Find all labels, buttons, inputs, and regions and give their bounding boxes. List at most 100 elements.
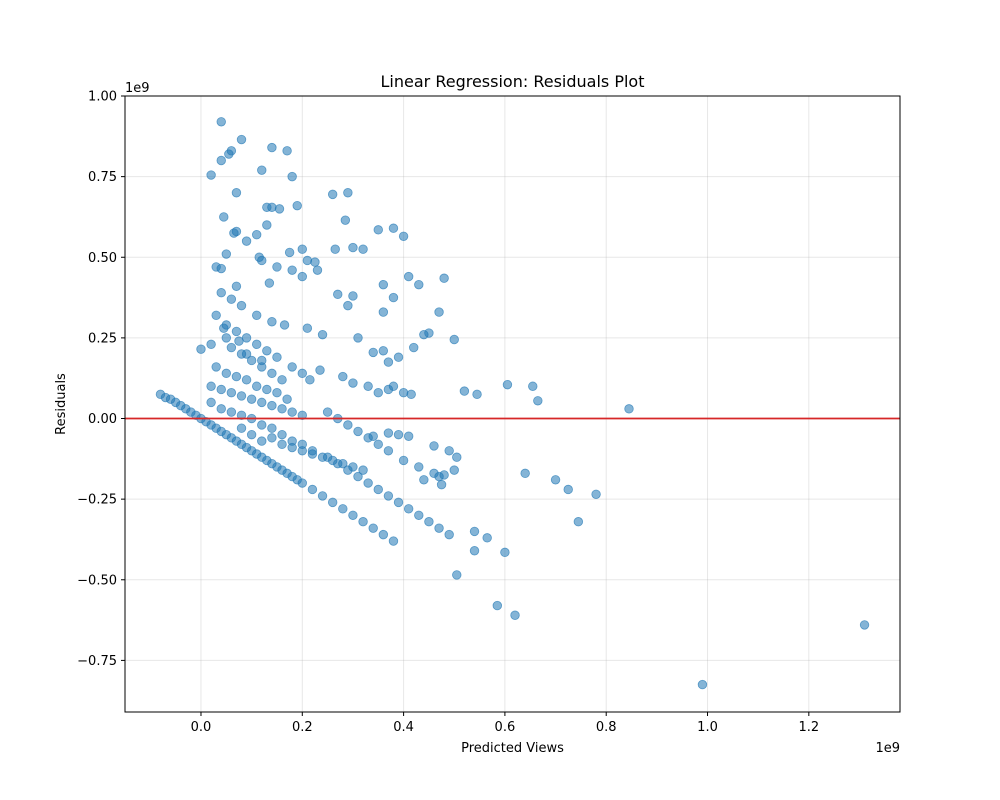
- data-point: [219, 212, 229, 222]
- data-point: [206, 397, 216, 408]
- x-tick-label: 0.0: [191, 720, 212, 735]
- data-point: [236, 300, 247, 311]
- data-point: [348, 510, 358, 520]
- data-point: [353, 471, 363, 482]
- data-point: [502, 379, 513, 390]
- data-point: [251, 339, 262, 350]
- data-point: [363, 478, 373, 488]
- data-point: [338, 371, 348, 382]
- data-point: [226, 342, 237, 353]
- data-point: [322, 407, 333, 417]
- data-point: [434, 307, 444, 317]
- data-point: [284, 247, 295, 258]
- data-point: [436, 479, 447, 490]
- data-point: [277, 439, 287, 450]
- data-point: [353, 426, 363, 437]
- data-point: [403, 504, 414, 514]
- data-point: [353, 333, 363, 343]
- data-point: [520, 468, 530, 479]
- data-point: [373, 484, 383, 495]
- data-point: [317, 452, 328, 462]
- data-point: [297, 368, 307, 379]
- y-tick-label: −0.25: [77, 493, 117, 508]
- data-point: [388, 381, 399, 391]
- data-point: [221, 249, 232, 259]
- data-point: [533, 396, 543, 406]
- data-point: [236, 423, 247, 433]
- data-point: [393, 352, 404, 362]
- data-point: [528, 381, 538, 391]
- data-point: [251, 310, 262, 321]
- data-point: [216, 404, 226, 414]
- data-point: [388, 292, 399, 303]
- x-axis-label: Predicted Views: [461, 741, 564, 756]
- data-point: [262, 346, 272, 356]
- data-point: [472, 389, 482, 400]
- data-point: [302, 323, 313, 333]
- data-point: [378, 307, 389, 317]
- data-point: [697, 679, 708, 690]
- data-point: [327, 455, 338, 466]
- data-point: [383, 357, 394, 367]
- data-point: [424, 517, 434, 527]
- data-point: [231, 281, 242, 291]
- data-point: [236, 134, 247, 145]
- data-point: [452, 452, 462, 462]
- data-point: [338, 458, 348, 469]
- y-axis-ticks: −0.75 −0.50 −0.25 0.00 0.25 0.50 0.75 1.00: [77, 90, 125, 669]
- data-point: [358, 244, 368, 254]
- data-point: [406, 389, 416, 400]
- data-point: [216, 288, 226, 298]
- data-point: [257, 165, 267, 175]
- x-tick-label: 1.2: [798, 720, 819, 735]
- data-point: [274, 204, 285, 214]
- data-point: [449, 334, 459, 345]
- data-point: [358, 465, 368, 475]
- data-point: [492, 600, 503, 611]
- data-point: [277, 404, 287, 414]
- data-point: [444, 529, 454, 540]
- data-point: [340, 215, 351, 225]
- data-point: [368, 523, 378, 533]
- data-point: [327, 497, 338, 508]
- data-point: [859, 620, 870, 630]
- data-point: [373, 388, 383, 398]
- data-point: [216, 384, 226, 395]
- data-point: [241, 333, 252, 343]
- data-point: [211, 362, 221, 372]
- x-tick-label: 0.6: [495, 720, 516, 735]
- data-point: [414, 279, 424, 290]
- data-point: [327, 189, 338, 200]
- data-point: [297, 410, 307, 420]
- data-point: [305, 375, 315, 385]
- data-point: [348, 378, 358, 388]
- y-tick-label: 0.00: [88, 412, 117, 427]
- axes-frame: [124, 95, 901, 713]
- data-point: [229, 228, 239, 238]
- data-point: [500, 547, 510, 558]
- data-point: [267, 142, 277, 153]
- data-point: [307, 449, 318, 459]
- data-point: [282, 394, 292, 404]
- data-point: [224, 149, 234, 159]
- data-point: [272, 388, 282, 398]
- data-point: [206, 381, 216, 391]
- data-point: [297, 244, 307, 254]
- data-point: [439, 273, 449, 283]
- data-point: [226, 407, 237, 417]
- data-point: [279, 320, 290, 330]
- data-point: [257, 255, 267, 266]
- data-point: [302, 255, 313, 266]
- data-point: [257, 397, 267, 408]
- data-point: [287, 442, 297, 453]
- data-point: [246, 394, 257, 404]
- data-point: [591, 489, 601, 500]
- data-point: [343, 300, 353, 311]
- y-axis-label: Residuals: [54, 373, 69, 435]
- data-point: [363, 433, 373, 443]
- data-point: [388, 223, 399, 233]
- data-point: [216, 263, 226, 274]
- data-point: [510, 610, 520, 620]
